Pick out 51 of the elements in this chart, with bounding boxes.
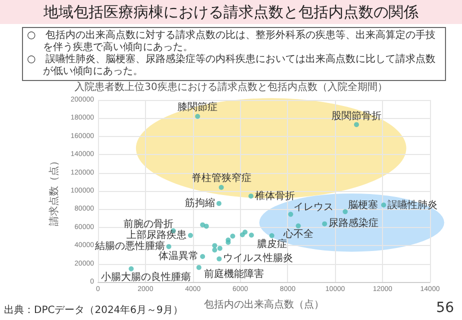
x-axis-title: 包括内の出来高点数（点）: [204, 298, 324, 310]
source-note: 出典：DPCデータ（2024年6月～9月）: [4, 304, 183, 317]
point: [248, 232, 254, 238]
chart-title: 地域包括医療病棟における請求点数と包括内点数の関係: [0, 0, 462, 24]
annotation: 筋拘縮: [184, 198, 215, 209]
annotation: 前腕の骨折: [123, 218, 174, 230]
text: ○ 誤嚥性肺炎、脳梗塞、尿路感染症等の内科疾患においては出来高点数に比して請求点数が低い傾向にあった。: [27, 54, 437, 78]
annotation: イレウス: [294, 202, 334, 214]
point: [296, 223, 301, 228]
point: [242, 230, 248, 235]
y-axis-title: 請求点数（点）: [48, 156, 60, 226]
annotation: 脊柱管狭窄症: [191, 173, 252, 184]
point: [200, 254, 206, 260]
point: [200, 222, 206, 228]
point: [212, 243, 218, 248]
annotation: ウイルス性腸炎: [223, 253, 294, 264]
annotation: 尿路感染症: [328, 218, 379, 230]
chart-subtitle: 入院患者数上位30疾患における請求点数と包括内点数（入院全期間）: [74, 80, 388, 94]
point: [322, 221, 328, 226]
point: [342, 209, 348, 214]
annotation: 椎体骨折: [254, 190, 295, 202]
point: [212, 247, 218, 252]
annotation: 膿皮症: [256, 238, 287, 250]
annotation: 結腸の悪性腫瘍: [94, 241, 165, 252]
point: [216, 200, 222, 206]
point: [269, 233, 274, 238]
annotation: 誤嚥性肺炎: [388, 200, 438, 210]
text: 56: [436, 300, 454, 316]
text: ○ 包括内の出来高点数に対する請求点数の比は、整形外科系の疾患等、出来高算定の手技を伴う疾患で高い傾向にあった。: [27, 30, 437, 54]
point: [195, 114, 200, 119]
point: [128, 266, 134, 272]
point: [248, 194, 254, 199]
point: [218, 184, 224, 190]
point: [196, 264, 202, 270]
point: [188, 232, 193, 238]
annotation: 前庭機能障害: [204, 269, 264, 280]
point: [204, 224, 209, 229]
point: [216, 256, 222, 262]
annotation: 心不全: [283, 228, 314, 240]
point: [230, 234, 236, 239]
point: [381, 202, 386, 208]
point: [288, 212, 294, 217]
annotation: 膝関節症: [178, 102, 218, 114]
annotation: 体温異常: [158, 251, 199, 262]
annotation: 小腸大腸の良性腫瘍: [101, 272, 192, 283]
point: [166, 244, 172, 250]
annotation: 股関節骨折: [331, 110, 382, 122]
point: [354, 122, 359, 128]
point: [217, 246, 222, 251]
annotation: 脳梗塞: [348, 200, 378, 211]
annotation: 上部尿路疾患: [126, 230, 186, 241]
